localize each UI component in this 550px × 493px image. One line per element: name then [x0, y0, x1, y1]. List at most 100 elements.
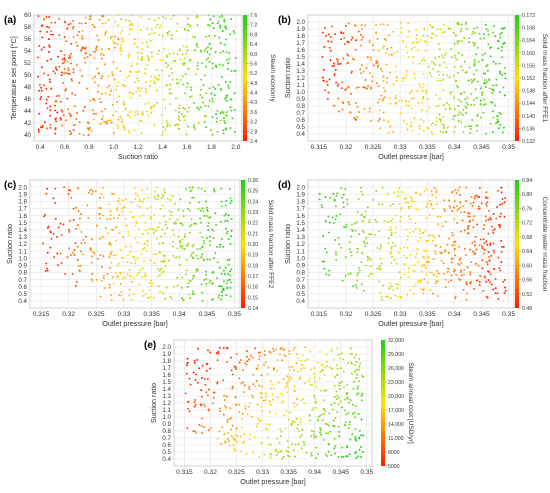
scatter-point	[358, 233, 361, 236]
scatter-point	[458, 186, 461, 189]
scatter-point	[219, 243, 222, 246]
scatter-point	[175, 82, 178, 85]
scatter-point	[388, 229, 390, 232]
scatter-point	[125, 224, 128, 227]
scatter-point	[216, 382, 219, 385]
scatter-point	[46, 107, 49, 110]
scatter-point	[143, 247, 146, 250]
scatter-point	[451, 234, 454, 237]
scatter-point	[428, 234, 431, 237]
scatter-point	[66, 97, 69, 100]
scatter-point	[186, 362, 189, 365]
scatter-point	[360, 456, 363, 458]
scatter-point	[469, 219, 472, 222]
scatter-point	[379, 244, 382, 247]
scatter-point	[487, 256, 490, 258]
scatter-point	[220, 272, 223, 275]
scatter-point	[486, 243, 489, 246]
scatter-point	[49, 231, 52, 234]
scatter-point	[450, 56, 453, 59]
scatter-point	[212, 297, 215, 300]
scatter-point	[205, 47, 208, 50]
scatter-point	[69, 22, 72, 25]
y-tick-label: 0.5	[18, 291, 27, 298]
scatter-point	[143, 259, 146, 262]
scatter-point	[228, 187, 231, 190]
scatter-point	[337, 425, 340, 428]
scatter-point	[380, 67, 382, 70]
y-tick-label: 46	[24, 96, 31, 103]
scatter-point	[472, 219, 474, 221]
scatter-point	[503, 279, 506, 281]
scatter-point	[459, 206, 462, 209]
y-tick-label: 1.1	[162, 407, 171, 414]
scatter-point	[74, 242, 77, 245]
scatter-point	[482, 227, 485, 230]
scatter-point	[361, 193, 364, 196]
scatter-point	[121, 210, 124, 213]
scatter-point	[475, 53, 478, 56]
scatter-point	[361, 450, 364, 453]
scatter-point	[54, 104, 56, 107]
scatter-point	[197, 207, 200, 210]
scatter-point	[459, 257, 462, 260]
scatter-point	[338, 382, 341, 385]
scatter-point	[159, 251, 162, 254]
scatter-point	[448, 103, 451, 106]
scatter-point	[48, 45, 51, 48]
scatter-point	[369, 265, 372, 268]
scatter-point	[489, 55, 492, 58]
scatter-point	[156, 53, 159, 55]
scatter-point	[69, 56, 72, 59]
scatter-point	[444, 220, 447, 223]
scatter-point	[122, 100, 125, 102]
scatter-point	[293, 385, 296, 388]
scatter-point	[201, 364, 204, 367]
scatter-point	[84, 16, 87, 19]
scatter-point	[285, 449, 288, 452]
scatter-point	[357, 266, 360, 269]
scatter-point	[492, 84, 494, 87]
scatter-point	[405, 228, 408, 231]
scatter-point	[350, 352, 352, 355]
scatter-point	[188, 225, 191, 228]
scatter-point	[351, 433, 354, 436]
scatter-point	[141, 57, 144, 60]
scatter-point	[372, 198, 375, 201]
scatter-point	[484, 103, 487, 106]
scatter-point	[472, 99, 475, 102]
scatter-point	[413, 117, 416, 120]
scatter-point	[341, 446, 344, 449]
scatter-point	[110, 121, 113, 124]
scatter-point	[390, 246, 393, 249]
scatter-point	[289, 368, 292, 371]
scatter-point	[191, 290, 194, 293]
scatter-point	[395, 79, 398, 82]
scatter-point	[149, 227, 151, 230]
scatter-point	[354, 39, 357, 42]
scatter-point	[85, 46, 88, 49]
scatter-point	[114, 20, 117, 23]
scatter-point	[218, 36, 221, 39]
x-tick-label: 0.315	[311, 144, 328, 151]
scatter-point	[136, 57, 139, 60]
scatter-point	[136, 113, 139, 116]
scatter-point	[215, 113, 218, 116]
scatter-point	[378, 267, 381, 270]
scatter-point	[345, 226, 348, 228]
scatter-point	[426, 281, 429, 284]
scatter-point	[319, 428, 322, 431]
scatter-point	[448, 199, 450, 202]
scatter-point	[123, 276, 126, 279]
y-tick-label: 1.5	[162, 379, 171, 386]
scatter-point	[113, 217, 116, 220]
scatter-point	[92, 118, 95, 121]
scatter-point	[117, 200, 120, 203]
scatter-point	[229, 197, 232, 199]
scatter-point	[469, 271, 472, 274]
scatter-point	[117, 125, 119, 128]
scatter-point	[226, 220, 229, 222]
scatter-point	[355, 221, 358, 224]
scatter-point	[165, 55, 168, 58]
scatter-point	[336, 347, 339, 350]
